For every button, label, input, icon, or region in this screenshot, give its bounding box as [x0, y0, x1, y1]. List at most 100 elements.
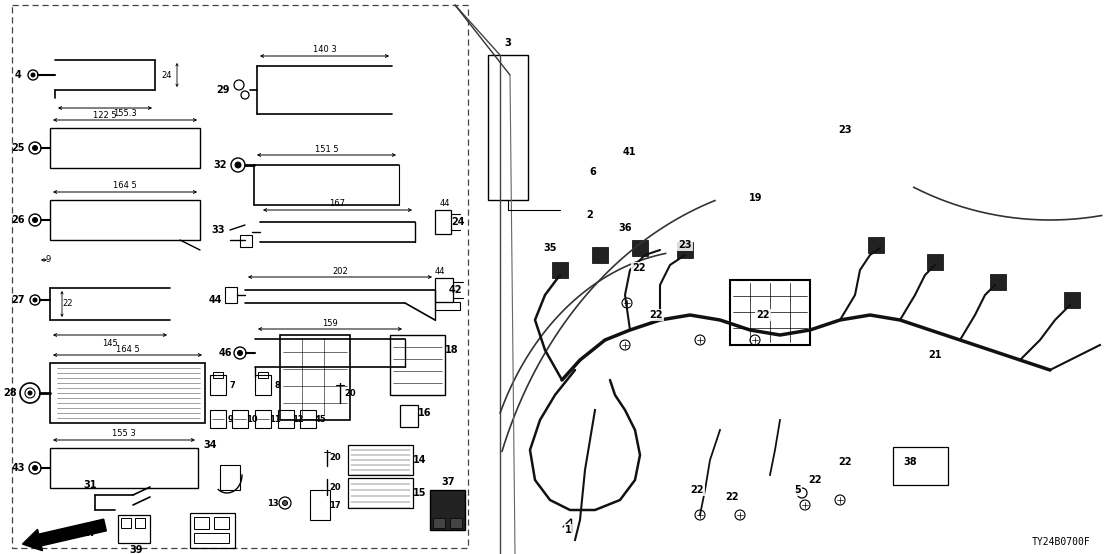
Text: 17: 17 — [329, 500, 341, 510]
Text: 20: 20 — [329, 454, 341, 463]
Text: 3: 3 — [504, 38, 512, 48]
Bar — [12, 5, 468, 548]
Text: 32: 32 — [213, 160, 227, 170]
Text: 25: 25 — [11, 143, 24, 153]
Bar — [225, 287, 237, 303]
Text: 14: 14 — [413, 455, 427, 465]
Bar — [435, 278, 453, 302]
Bar — [592, 247, 608, 263]
Circle shape — [235, 162, 242, 168]
Circle shape — [33, 298, 37, 302]
Text: 9: 9 — [45, 255, 51, 264]
Bar — [450, 518, 462, 528]
Text: 8: 8 — [274, 381, 280, 389]
Text: 44: 44 — [434, 268, 445, 276]
Text: 145: 145 — [102, 338, 117, 347]
Bar — [1064, 292, 1080, 308]
Circle shape — [28, 391, 32, 395]
Bar — [189, 513, 235, 548]
Text: 37: 37 — [441, 477, 454, 487]
Bar — [400, 405, 418, 427]
Text: 4: 4 — [14, 70, 21, 80]
Bar — [258, 372, 268, 378]
Text: 11: 11 — [269, 414, 280, 423]
Text: 5: 5 — [794, 485, 801, 495]
Bar — [135, 518, 145, 528]
Text: 18: 18 — [445, 345, 459, 355]
Bar — [194, 533, 229, 543]
Text: 46: 46 — [218, 348, 232, 358]
Bar — [214, 517, 229, 529]
Bar — [868, 237, 884, 253]
Bar — [310, 490, 330, 520]
Bar — [220, 465, 240, 490]
Text: 38: 38 — [903, 457, 916, 467]
Text: FR.: FR. — [74, 528, 95, 538]
Bar — [632, 240, 648, 256]
Text: 155.3: 155.3 — [113, 110, 137, 119]
Bar — [117, 515, 150, 543]
Circle shape — [283, 500, 287, 505]
Text: 36: 36 — [618, 223, 632, 233]
Text: 45: 45 — [315, 414, 326, 423]
Bar — [50, 448, 198, 488]
Text: 151 5: 151 5 — [315, 145, 338, 153]
Text: 35: 35 — [543, 243, 556, 253]
Text: 155 3: 155 3 — [112, 429, 136, 439]
Bar — [50, 363, 205, 423]
Text: 28: 28 — [3, 388, 17, 398]
Bar — [278, 410, 294, 428]
Circle shape — [32, 218, 38, 223]
Text: 34: 34 — [203, 440, 217, 450]
Bar — [348, 445, 413, 475]
Circle shape — [237, 351, 243, 356]
Text: 22: 22 — [690, 485, 704, 495]
Text: 33: 33 — [212, 225, 225, 235]
Text: 164 5: 164 5 — [113, 182, 137, 191]
Bar — [430, 490, 465, 530]
Text: 16: 16 — [418, 408, 432, 418]
Text: 29: 29 — [216, 85, 229, 95]
Text: 22: 22 — [726, 492, 739, 502]
Bar — [730, 280, 810, 345]
Text: 140 3: 140 3 — [312, 45, 337, 54]
Text: 31: 31 — [83, 480, 96, 490]
Bar — [280, 335, 350, 420]
Text: 23: 23 — [839, 125, 852, 135]
Text: 3: 3 — [504, 38, 512, 48]
Text: 12: 12 — [293, 414, 304, 423]
Text: 159: 159 — [322, 319, 338, 327]
Bar — [213, 372, 223, 378]
FancyArrow shape — [22, 519, 106, 551]
Bar — [300, 410, 316, 428]
Bar — [240, 235, 252, 247]
Text: 24: 24 — [451, 217, 464, 227]
Bar — [435, 302, 460, 310]
Bar — [390, 335, 445, 395]
Text: 19: 19 — [749, 193, 762, 203]
Text: 167: 167 — [329, 199, 346, 208]
Bar — [194, 517, 209, 529]
Text: 10: 10 — [246, 414, 258, 423]
Text: 44: 44 — [208, 295, 222, 305]
Bar — [433, 518, 445, 528]
Text: 43: 43 — [11, 463, 24, 473]
Text: 42: 42 — [449, 285, 462, 295]
Text: 22: 22 — [839, 457, 852, 467]
Text: 23: 23 — [678, 240, 691, 250]
Text: 1: 1 — [565, 525, 572, 535]
Text: 24: 24 — [162, 70, 172, 80]
Text: 13: 13 — [267, 499, 279, 507]
Bar — [488, 55, 529, 200]
Text: 22: 22 — [63, 300, 73, 309]
Text: 22: 22 — [757, 310, 770, 320]
Bar — [927, 254, 943, 270]
Bar — [121, 518, 131, 528]
Bar — [348, 478, 413, 508]
Text: 20: 20 — [329, 483, 341, 491]
Bar — [893, 447, 948, 485]
Text: 39: 39 — [130, 545, 143, 554]
Circle shape — [31, 73, 35, 77]
Bar — [50, 128, 201, 168]
Circle shape — [32, 465, 38, 470]
